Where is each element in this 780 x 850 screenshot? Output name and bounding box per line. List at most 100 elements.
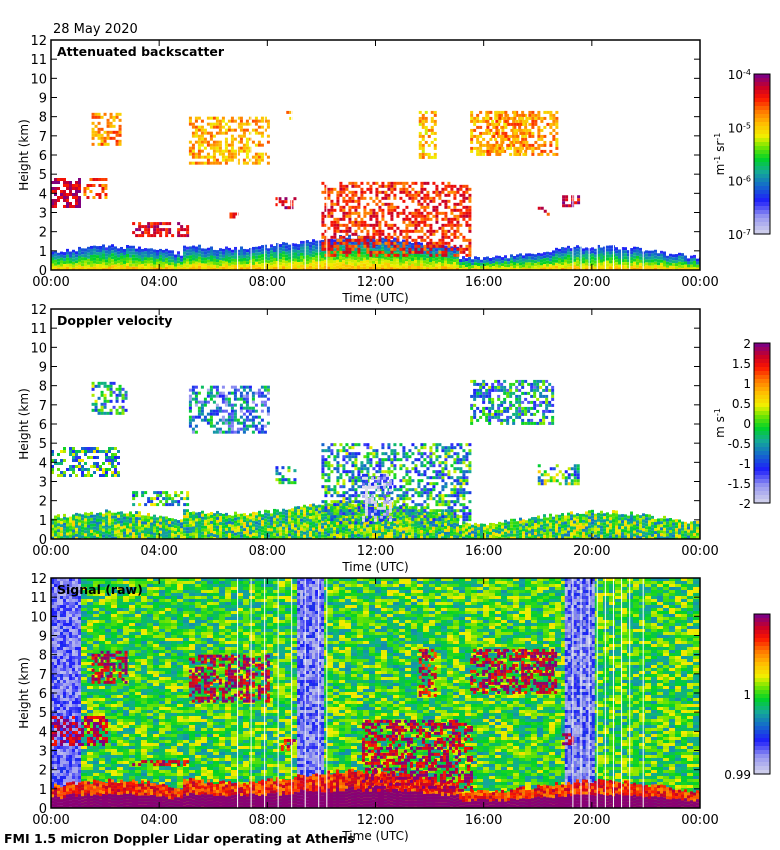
footer-caption: FMI 1.5 micron Doppler Lidar operating a…: [4, 831, 355, 846]
backscatter-feature-9: [321, 181, 472, 257]
backscatter-feature-5: [188, 116, 270, 165]
velocity-feature-8: [470, 379, 555, 425]
y-tick-label: 10: [30, 72, 47, 87]
backscatter-heatmap: [51, 40, 700, 270]
y-tick-label: 2: [39, 495, 47, 510]
x-tick-label: 16:00: [465, 813, 502, 828]
x-tick-label: 04:00: [140, 275, 177, 290]
y-tick-label: 0: [39, 264, 47, 279]
y-tick-label: 11: [30, 53, 47, 68]
y-tick-label: 10: [30, 341, 47, 356]
backscatter-feature-13: [537, 206, 550, 216]
x-tick-label: 00:00: [32, 544, 69, 559]
backscatter-feature-8: [286, 110, 293, 120]
colorbar-tick-label: 0.5: [732, 397, 751, 411]
x-axis-label: Time (UTC): [341, 291, 408, 305]
panels: Attenuated backscatter012345678910111200…: [17, 34, 771, 843]
y-tick-label: 5: [39, 168, 47, 183]
y-tick-label: 3: [39, 207, 47, 222]
colorbar-tick-label: 10-4: [728, 68, 751, 83]
velocity-feature-9: [537, 464, 580, 486]
backscatter-feature-10: [418, 110, 437, 159]
y-tick-label: 7: [39, 130, 47, 145]
y-tick-label: 6: [39, 687, 47, 702]
backscatter-feature-3: [91, 112, 122, 146]
y-tick-label: 6: [39, 149, 47, 164]
y-tick-label: 3: [39, 476, 47, 491]
x-tick-label: 00:00: [681, 544, 718, 559]
velocity-feature-5: [275, 466, 297, 485]
y-axis-label: Height (km): [17, 388, 31, 459]
x-tick-label: 20:00: [573, 544, 610, 559]
y-tick-label: 4: [39, 725, 47, 740]
signal-heatmap: [51, 578, 700, 808]
x-tick-label: 08:00: [249, 813, 286, 828]
y-tick-label: 0: [39, 802, 47, 817]
x-tick-label: 16:00: [465, 544, 502, 559]
x-tick-label: 00:00: [32, 813, 69, 828]
y-tick-label: 1: [39, 783, 47, 798]
signal-feature-8: [470, 648, 558, 694]
y-tick-label: 8: [39, 380, 47, 395]
backscatter-feature-1: [51, 178, 81, 208]
colorbar-tick-label: 1: [743, 377, 751, 391]
y-tick-label: 1: [39, 514, 47, 529]
panel-title: Signal (raw): [57, 582, 143, 597]
velocity-feature-4: [188, 385, 270, 434]
y-tick-label: 2: [39, 764, 47, 779]
y-tick-label: 2: [39, 226, 47, 241]
x-tick-label: 08:00: [249, 275, 286, 290]
velocity-feature-3: [132, 491, 190, 507]
panel-title: Doppler velocity: [57, 313, 172, 328]
velocity-feature-1: [51, 447, 120, 477]
y-tick-label: 12: [30, 572, 47, 587]
y-tick-label: 7: [39, 668, 47, 683]
x-tick-label: 00:00: [681, 813, 718, 828]
y-tick-label: 10: [30, 610, 47, 625]
x-tick-label: 12:00: [357, 544, 394, 559]
y-tick-label: 3: [39, 745, 47, 760]
signal-colorbar: 10.99: [724, 613, 771, 782]
x-axis-label: Time (UTC): [341, 560, 408, 574]
x-tick-label: 12:00: [357, 275, 394, 290]
signal-feature-4: [188, 654, 270, 703]
backscatter-feature-14: [562, 195, 581, 208]
x-tick-label: 04:00: [140, 813, 177, 828]
y-tick-label: 4: [39, 456, 47, 471]
colorbar-tick-label: 1.5: [732, 357, 751, 371]
x-tick-label: 00:00: [32, 275, 69, 290]
y-tick-label: 11: [30, 322, 47, 337]
y-tick-label: 5: [39, 706, 47, 721]
y-tick-label: 12: [30, 303, 47, 318]
y-tick-label: 11: [30, 591, 47, 606]
velocity-feature-7: [361, 473, 392, 522]
x-tick-label: 00:00: [681, 275, 718, 290]
colorbar-tick-label: -1.5: [728, 477, 751, 491]
signal-feature-3: [132, 760, 190, 767]
signal-feature-6: [361, 719, 473, 792]
backscatter-feature-2: [83, 178, 108, 199]
colorbar-tick-label: 10-7: [728, 228, 751, 243]
y-tick-label: 8: [39, 111, 47, 126]
y-tick-label: 7: [39, 399, 47, 414]
x-tick-label: 12:00: [357, 813, 394, 828]
x-tick-label: 04:00: [140, 544, 177, 559]
x-tick-label: 20:00: [573, 813, 610, 828]
y-tick-label: 5: [39, 437, 47, 452]
y-tick-label: 6: [39, 418, 47, 433]
colorbar-unit: m s-1: [713, 408, 728, 438]
date-label: 28 May 2020: [53, 22, 138, 37]
signal-feature-2: [91, 650, 128, 684]
x-tick-label: 08:00: [249, 544, 286, 559]
colorbar-tick-label: 10-5: [728, 121, 751, 136]
velocity-feature-6: [321, 443, 472, 525]
colorbar-tick-label: 0: [743, 417, 751, 431]
y-tick-label: 4: [39, 187, 47, 202]
panel-backscatter: Attenuated backscatter012345678910111200…: [17, 34, 771, 305]
x-axis-label: Time (UTC): [341, 829, 408, 843]
velocity-feature-2: [91, 381, 128, 415]
y-tick-label: 0: [39, 533, 47, 548]
